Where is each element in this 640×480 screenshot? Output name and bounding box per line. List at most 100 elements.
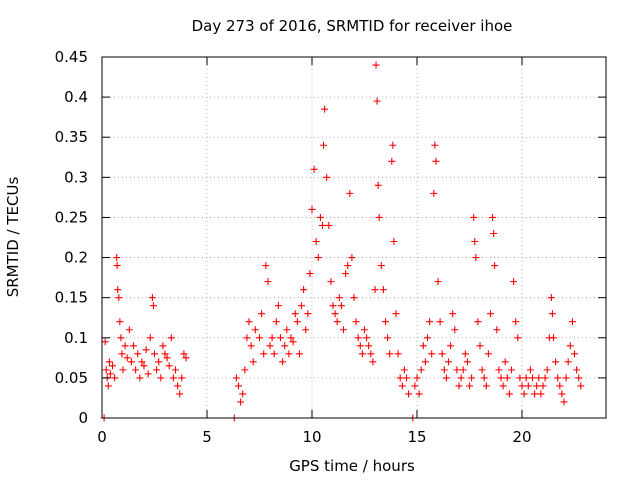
data-point bbox=[285, 350, 293, 358]
data-point bbox=[298, 302, 305, 310]
data-point bbox=[461, 350, 469, 358]
data-point bbox=[106, 370, 114, 378]
data-point bbox=[392, 310, 400, 318]
y-tick-label: 0.3 bbox=[64, 168, 88, 186]
data-point bbox=[382, 318, 389, 326]
data-point bbox=[365, 342, 373, 350]
data-point bbox=[413, 374, 421, 382]
data-point bbox=[476, 342, 484, 350]
data-point bbox=[335, 294, 343, 302]
data-point bbox=[167, 334, 175, 342]
data-point bbox=[431, 141, 439, 149]
data-point bbox=[130, 342, 137, 350]
data-point bbox=[178, 374, 186, 382]
data-point bbox=[144, 370, 152, 378]
data-point bbox=[174, 382, 182, 390]
data-point bbox=[516, 374, 524, 382]
data-point bbox=[512, 318, 520, 326]
data-point bbox=[499, 382, 507, 390]
data-point bbox=[411, 382, 419, 390]
data-point bbox=[490, 229, 498, 237]
data-point bbox=[180, 350, 188, 358]
data-point bbox=[388, 157, 396, 165]
x-tick-label: 5 bbox=[202, 428, 212, 446]
data-point bbox=[302, 326, 310, 334]
y-tick-label: 0.15 bbox=[55, 289, 88, 307]
data-point bbox=[308, 205, 316, 213]
data-point bbox=[430, 189, 438, 197]
data-point bbox=[389, 141, 397, 149]
data-point bbox=[256, 334, 263, 342]
data-point bbox=[535, 374, 543, 382]
data-point bbox=[491, 262, 499, 270]
x-tick-label: 20 bbox=[512, 428, 531, 446]
data-point bbox=[518, 382, 526, 390]
data-point bbox=[377, 262, 385, 270]
y-tick-label: 0.4 bbox=[64, 88, 88, 106]
data-point bbox=[451, 326, 459, 334]
data-point bbox=[457, 374, 465, 382]
data-point bbox=[474, 318, 482, 326]
data-point bbox=[489, 213, 497, 221]
data-point bbox=[337, 302, 345, 310]
data-point bbox=[325, 221, 333, 229]
data-point bbox=[449, 310, 457, 318]
data-point bbox=[372, 61, 380, 69]
data-point bbox=[331, 310, 339, 318]
data-point bbox=[468, 374, 476, 382]
data-point bbox=[367, 350, 375, 358]
data-point bbox=[531, 390, 539, 398]
data-point bbox=[484, 350, 492, 358]
data-point bbox=[140, 362, 148, 370]
data-point bbox=[405, 390, 413, 398]
y-tick-label: 0.05 bbox=[55, 369, 88, 387]
data-point bbox=[417, 366, 425, 374]
data-point bbox=[442, 374, 450, 382]
data-point bbox=[533, 382, 541, 390]
data-point bbox=[243, 334, 251, 342]
data-point bbox=[522, 374, 530, 382]
data-point bbox=[356, 342, 364, 350]
data-point bbox=[291, 310, 299, 318]
data-point bbox=[239, 390, 247, 398]
data-point bbox=[514, 334, 522, 342]
data-point bbox=[526, 366, 534, 374]
x-tick-label: 10 bbox=[302, 428, 321, 446]
y-tick-label: 0.1 bbox=[64, 329, 88, 347]
data-point bbox=[508, 366, 515, 374]
data-point bbox=[260, 350, 268, 358]
data-point bbox=[529, 374, 536, 382]
data-point bbox=[300, 286, 308, 294]
data-point bbox=[116, 318, 124, 326]
data-point bbox=[241, 366, 249, 374]
data-point bbox=[121, 342, 129, 350]
data-point bbox=[316, 213, 324, 221]
x-axis-label: GPS time / hours bbox=[289, 457, 415, 475]
data-point bbox=[321, 105, 329, 113]
data-point bbox=[329, 302, 337, 310]
data-point bbox=[153, 366, 161, 374]
data-point bbox=[157, 374, 165, 382]
y-axis-label: SRMTID / TECUs bbox=[4, 177, 22, 298]
data-point bbox=[163, 354, 171, 362]
x-tick-label: 15 bbox=[407, 428, 426, 446]
data-point bbox=[543, 366, 551, 374]
data-point bbox=[270, 350, 278, 358]
data-point bbox=[562, 374, 570, 382]
data-point bbox=[497, 374, 505, 382]
data-point bbox=[125, 326, 133, 334]
data-point bbox=[262, 262, 270, 270]
axis-ticks: 0 0.05 0.1 0.15 0.2 0.25 0.3 0.35 0.4 0.45 0 5 10 15 2… bbox=[55, 48, 606, 446]
data-point bbox=[340, 326, 347, 334]
data-point bbox=[547, 294, 555, 302]
data-point bbox=[119, 366, 127, 374]
data-point bbox=[472, 254, 480, 262]
data-point bbox=[118, 350, 126, 358]
data-point bbox=[482, 382, 490, 390]
data-point bbox=[419, 342, 427, 350]
data-point bbox=[539, 382, 547, 390]
data-point bbox=[101, 338, 109, 346]
data-point bbox=[245, 318, 253, 326]
